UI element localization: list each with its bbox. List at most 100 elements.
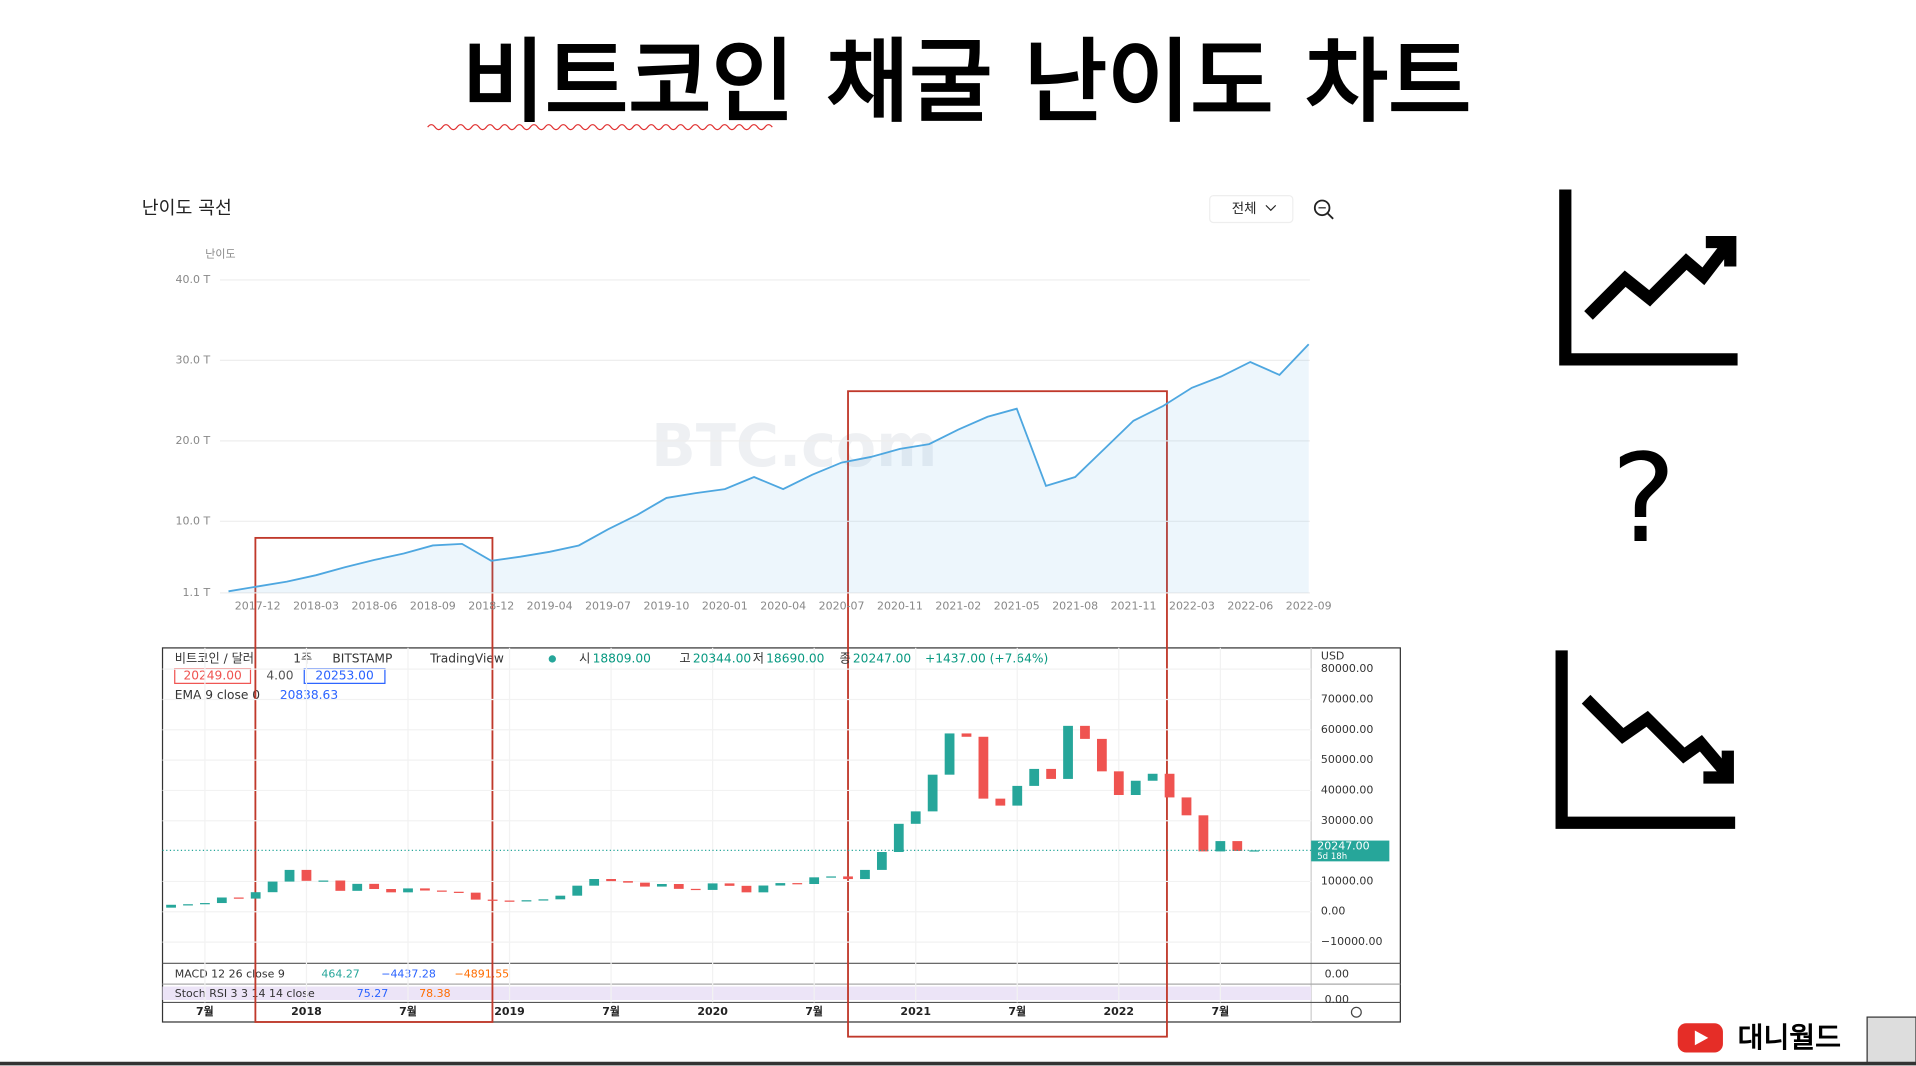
slide-title: 비트코인 채굴 난이도 차트 xyxy=(462,30,1471,135)
candle xyxy=(233,897,244,899)
candle xyxy=(809,877,820,885)
y-tick-label: 30000.00 xyxy=(1321,814,1373,827)
countdown: 5d 18h xyxy=(1317,852,1347,862)
highlight-box xyxy=(254,536,494,1023)
candle xyxy=(1147,773,1158,781)
interval: 1주 xyxy=(293,651,312,665)
x-tick-label: 7월 xyxy=(602,1004,620,1018)
watermark: BTC.com xyxy=(651,412,937,480)
stoch-value: 75.27 xyxy=(357,987,388,1000)
ohlc-value: 18690.00 xyxy=(766,651,824,665)
range-button[interactable] xyxy=(1209,194,1294,224)
x-tick-label: 2018-12 xyxy=(468,599,514,612)
x-tick-label: 2017-12 xyxy=(235,599,281,612)
candle xyxy=(1029,768,1040,786)
status-dot xyxy=(548,655,556,663)
change: +1437.00 (+7.64%) xyxy=(925,651,1048,665)
ohlc-value: 18809.00 xyxy=(593,651,651,665)
price-label-box xyxy=(1311,840,1390,862)
pane-tick: 0.00 xyxy=(1325,993,1349,1006)
exchange: BITSTAMP xyxy=(332,651,392,665)
zoom-button[interactable] xyxy=(1313,199,1334,220)
candle xyxy=(606,879,616,882)
candle xyxy=(826,876,836,878)
macd-value: 464.27 xyxy=(321,967,359,980)
avatar xyxy=(1866,1016,1916,1065)
y-tick-label: 1.1 T xyxy=(183,586,211,599)
candle xyxy=(843,876,853,880)
candle xyxy=(927,774,938,812)
candle xyxy=(961,733,972,737)
candle xyxy=(1046,768,1056,779)
x-tick-label: 2018-03 xyxy=(293,599,339,612)
chart-title: 난이도 곡선 xyxy=(142,198,232,219)
price-frame xyxy=(161,647,1401,1023)
x-tick-label: 2022-09 xyxy=(1286,599,1332,612)
ema-label: EMA 9 close 0 xyxy=(175,688,260,702)
candle xyxy=(640,882,650,887)
candle xyxy=(758,885,769,893)
candle xyxy=(166,904,176,908)
candle xyxy=(403,888,413,893)
x-tick-label: 2020 xyxy=(697,1005,728,1018)
y-tick-label: 50000.00 xyxy=(1321,753,1373,766)
currency: USD xyxy=(1321,649,1344,662)
macd-label: MACD 12 26 close 9 xyxy=(175,967,285,980)
trend-down-icon xyxy=(1555,650,1736,829)
candle xyxy=(318,880,329,882)
candle xyxy=(1130,780,1141,795)
ohlc-key: 고 xyxy=(679,651,690,665)
candle xyxy=(1080,725,1090,739)
x-tick-label: 2021-11 xyxy=(1111,599,1157,612)
candle xyxy=(707,883,718,890)
y-tick-label: 10000.00 xyxy=(1321,874,1373,887)
candle xyxy=(200,903,210,905)
chevron xyxy=(1265,204,1277,212)
x-tick-label: 2022 xyxy=(1104,1005,1135,1018)
y-axis-label: 난이도 xyxy=(205,247,235,260)
candle xyxy=(436,890,447,892)
candle xyxy=(1232,841,1243,851)
question-mark: ? xyxy=(1611,428,1676,570)
bid: 20249.00 xyxy=(183,669,241,683)
range-label[interactable]: 전체 xyxy=(1232,201,1257,217)
spell-underline xyxy=(427,124,773,131)
candle xyxy=(1164,773,1175,798)
y-tick-label: 40.0 T xyxy=(176,273,211,286)
x-tick-label: 2018 xyxy=(291,1005,322,1018)
candle xyxy=(284,869,295,882)
candle xyxy=(183,904,193,906)
candle xyxy=(978,736,989,799)
x-tick-label: 2021-02 xyxy=(935,599,981,612)
y-tick-label: 20.0 T xyxy=(176,434,211,447)
ema-value: 20838.63 xyxy=(280,688,338,702)
candle xyxy=(555,895,566,900)
candle xyxy=(589,879,600,886)
x-tick-label: 2022-06 xyxy=(1227,599,1273,612)
candle xyxy=(910,811,921,824)
candle xyxy=(453,891,464,893)
trend-up-icon xyxy=(1559,189,1738,366)
candle xyxy=(876,852,887,870)
candle xyxy=(250,892,261,899)
x-tick-label: 2020-04 xyxy=(760,599,806,612)
x-tick-label: 2020-01 xyxy=(702,599,748,612)
candle xyxy=(893,823,904,853)
candle xyxy=(470,892,481,900)
candle xyxy=(521,900,532,902)
ask: 20253.00 xyxy=(315,669,373,683)
x-tick-label: 7월 xyxy=(399,1004,417,1018)
candle xyxy=(1215,841,1226,852)
stoch-label: Stoch RSI 3 3 14 14 close xyxy=(175,987,315,1000)
x-tick-label: 2018-09 xyxy=(410,599,456,612)
settings-icon[interactable] xyxy=(1350,1006,1362,1018)
area xyxy=(228,344,1309,593)
symbol: 비트코인 / 달러 xyxy=(175,651,254,665)
candle xyxy=(386,889,396,893)
candle xyxy=(267,881,278,893)
candle xyxy=(724,883,735,886)
y-tick-label: 60000.00 xyxy=(1321,723,1373,736)
candle xyxy=(1249,850,1260,852)
stoch-value: 78.38 xyxy=(419,987,450,1000)
y-tick-label: 10.0 T xyxy=(176,514,211,527)
